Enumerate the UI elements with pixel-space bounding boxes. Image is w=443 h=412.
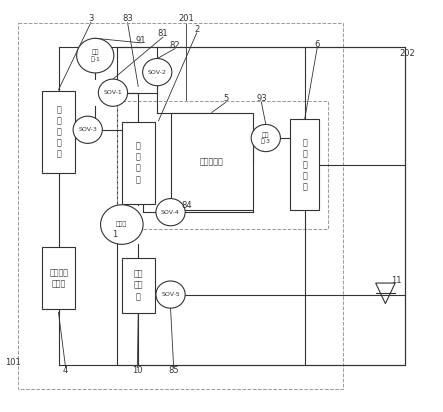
Text: 84: 84 [182,201,192,210]
Text: 气液
分离
器: 气液 分离 器 [134,270,143,301]
Text: 4: 4 [63,366,68,375]
Text: SOV-5: SOV-5 [161,292,180,297]
Bar [117,47,405,365]
Text: 101: 101 [5,358,21,367]
Text: 节流
阀-3: 节流 阀-3 [261,132,271,144]
Text: 11: 11 [391,276,402,285]
Circle shape [77,38,114,73]
Text: 压缩机: 压缩机 [116,222,128,227]
Text: 6: 6 [315,40,320,49]
Text: 余热回收
换热器: 余热回收 换热器 [49,268,68,288]
Text: 室
外
换
热
器: 室 外 换 热 器 [56,105,61,159]
Circle shape [98,79,128,106]
Circle shape [156,281,185,308]
Text: 1: 1 [112,230,117,239]
Bar [42,91,75,173]
Text: 2: 2 [194,25,199,34]
Bar [122,258,155,313]
Text: 10: 10 [132,366,143,375]
Circle shape [73,116,102,143]
Text: 93: 93 [256,94,267,103]
Text: 81: 81 [158,29,168,38]
Circle shape [101,205,143,244]
Text: 85: 85 [168,366,179,375]
Text: 内
冷
凝
器: 内 冷 凝 器 [136,142,141,184]
Text: 82: 82 [170,41,180,50]
Bar [171,113,253,210]
Bar [122,122,155,204]
Text: 中
间
换
热
器: 中 间 换 热 器 [302,138,307,192]
Bar [18,23,343,389]
Bar [42,247,75,309]
Text: 电池直冷板: 电池直冷板 [200,157,223,166]
Text: SOV-4: SOV-4 [161,210,180,215]
Bar [290,119,319,210]
Text: SOV-3: SOV-3 [78,127,97,132]
Text: 202: 202 [400,49,416,58]
Text: 5: 5 [223,94,229,103]
Text: SOV-1: SOV-1 [104,90,122,95]
Text: 节流
阀-1: 节流 阀-1 [90,49,100,62]
Text: 3: 3 [88,14,93,23]
Circle shape [251,124,280,152]
Bar [117,101,328,229]
Circle shape [143,59,172,86]
Text: 83: 83 [122,14,133,23]
Text: 201: 201 [178,14,194,23]
Text: SOV-2: SOV-2 [148,70,167,75]
Text: 91: 91 [136,36,146,45]
Circle shape [156,199,185,226]
